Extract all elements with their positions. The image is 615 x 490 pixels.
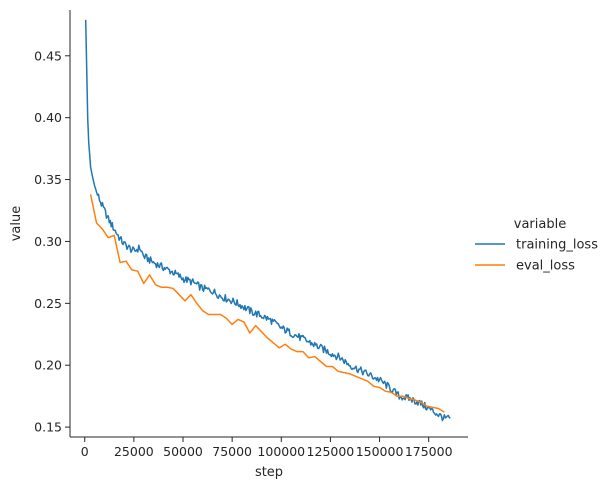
y-tick-label: 0.20 — [34, 358, 62, 373]
y-tick-label: 0.15 — [34, 420, 62, 435]
axes — [69, 10, 468, 438]
x-ticks: 0 25000 50000 75000 100000 125000 150000 175000 — [81, 437, 453, 459]
x-tick-label: 100000 — [257, 444, 305, 459]
x-axis-label: step — [255, 465, 283, 480]
y-tick-label: 0.25 — [34, 296, 62, 311]
legend-title: variable — [514, 217, 566, 232]
y-ticks: 0.15 0.20 0.25 0.30 0.35 0.40 0.45 — [34, 48, 70, 435]
x-tick-label: 175000 — [405, 444, 453, 459]
legend-label-training-loss: training_loss — [516, 238, 598, 253]
y-tick-label: 0.45 — [34, 48, 62, 63]
y-tick-label: 0.40 — [34, 110, 62, 125]
x-tick-label: 50000 — [163, 444, 203, 459]
y-tick-label: 0.35 — [34, 172, 62, 187]
x-tick-label: 125000 — [307, 444, 355, 459]
y-tick-label: 0.30 — [34, 234, 62, 249]
plot-area — [84, 19, 451, 422]
series-line-eval-loss — [89, 194, 445, 413]
x-tick-label: 150000 — [356, 444, 404, 459]
y-axis-label: value — [9, 206, 24, 242]
x-tick-label: 25000 — [114, 444, 154, 459]
legend: variable training_loss eval_loss — [475, 217, 598, 274]
legend-label-eval-loss: eval_loss — [516, 259, 575, 274]
x-tick-label: 75000 — [212, 444, 252, 459]
series-line-training-loss — [84, 19, 451, 422]
x-tick-label: 0 — [81, 444, 89, 459]
